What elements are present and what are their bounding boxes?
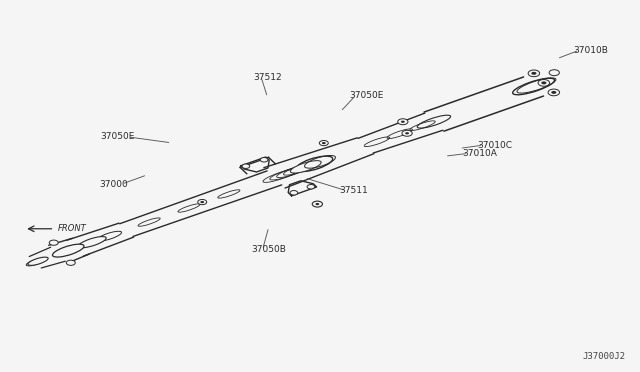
- Circle shape: [198, 199, 207, 205]
- Circle shape: [290, 190, 298, 195]
- Text: 37050E: 37050E: [100, 132, 134, 141]
- Circle shape: [538, 80, 550, 86]
- Circle shape: [551, 91, 556, 94]
- Text: 37010C: 37010C: [477, 141, 512, 150]
- Ellipse shape: [417, 115, 451, 128]
- Circle shape: [531, 72, 536, 75]
- Ellipse shape: [78, 237, 106, 248]
- Ellipse shape: [28, 257, 48, 265]
- Text: 37010B: 37010B: [573, 46, 607, 55]
- Text: 37050B: 37050B: [252, 246, 286, 254]
- Circle shape: [319, 141, 328, 146]
- Ellipse shape: [291, 161, 321, 173]
- Text: 37512: 37512: [253, 73, 282, 81]
- Text: FRONT: FRONT: [58, 224, 86, 233]
- Circle shape: [307, 185, 315, 189]
- Ellipse shape: [296, 156, 333, 171]
- Text: 37511: 37511: [339, 186, 368, 195]
- Circle shape: [401, 121, 404, 123]
- Text: 37010A: 37010A: [462, 149, 497, 158]
- Circle shape: [397, 119, 408, 125]
- Circle shape: [402, 130, 412, 136]
- Text: 37050E: 37050E: [349, 92, 383, 100]
- Circle shape: [405, 132, 409, 134]
- Circle shape: [312, 201, 323, 207]
- Circle shape: [548, 89, 559, 96]
- Circle shape: [242, 164, 250, 169]
- Ellipse shape: [513, 78, 554, 95]
- Circle shape: [316, 203, 319, 205]
- Text: J37000J2: J37000J2: [583, 352, 626, 361]
- Ellipse shape: [52, 244, 84, 257]
- Circle shape: [67, 260, 76, 265]
- Circle shape: [200, 201, 204, 203]
- Circle shape: [260, 158, 268, 162]
- Circle shape: [549, 70, 559, 76]
- Circle shape: [49, 240, 58, 245]
- Text: 37000: 37000: [99, 180, 128, 189]
- Circle shape: [322, 142, 326, 144]
- Circle shape: [541, 81, 547, 84]
- Circle shape: [528, 70, 540, 77]
